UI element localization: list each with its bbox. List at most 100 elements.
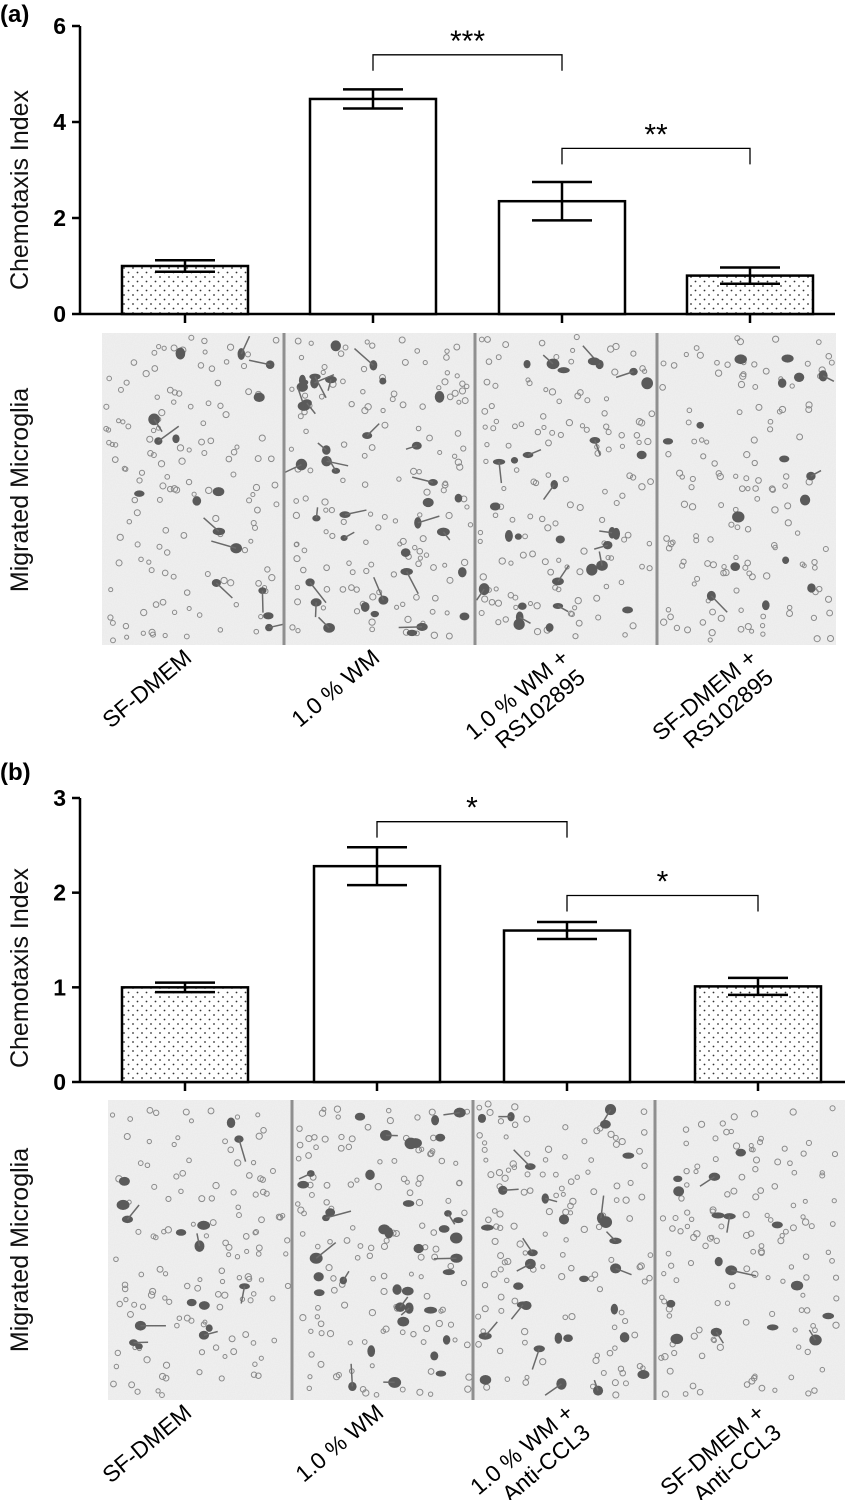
pore (131, 496, 139, 504)
pore (759, 623, 766, 629)
pore (223, 359, 230, 365)
pore (626, 472, 634, 480)
microglia-cell (666, 1299, 676, 1308)
pore (581, 1138, 588, 1145)
pore (369, 593, 377, 601)
pore (693, 345, 700, 351)
pore (743, 1381, 751, 1388)
pore (509, 1160, 517, 1168)
significance-bracket (561, 147, 751, 165)
pore (710, 1336, 717, 1343)
pore (541, 558, 549, 566)
pore (461, 397, 469, 405)
pore (415, 1198, 424, 1207)
microglia-cell (313, 1289, 325, 1297)
microglia-process (557, 565, 570, 582)
pore (666, 1367, 674, 1375)
pore (446, 393, 454, 401)
microglia-process (731, 1269, 757, 1277)
pore (568, 1264, 575, 1272)
pore (505, 1167, 512, 1173)
pore (109, 619, 116, 626)
pore (429, 608, 436, 615)
microglia-cell (413, 1243, 424, 1254)
pore (539, 515, 546, 523)
microglia-process (593, 1379, 599, 1391)
pore (556, 557, 562, 563)
pore (162, 526, 170, 534)
pore (451, 389, 459, 397)
pore (504, 1257, 512, 1266)
microglia-process (306, 402, 316, 415)
pore (354, 1177, 360, 1183)
pore (150, 1233, 157, 1240)
pore (805, 401, 813, 409)
pore (151, 365, 159, 372)
pore (544, 524, 552, 532)
microglia-cell (404, 1137, 418, 1150)
microglia-cell (134, 490, 145, 497)
pore (683, 351, 689, 358)
pore (693, 533, 700, 539)
pore (750, 436, 758, 444)
pore (170, 573, 177, 580)
pore (707, 637, 713, 643)
pore (494, 599, 503, 607)
pore (676, 469, 684, 477)
pore (138, 556, 144, 563)
pore (158, 1372, 167, 1381)
panel-label: (a) (0, 1, 29, 28)
pore (392, 1229, 400, 1238)
pore (106, 439, 112, 446)
microglia-cell (766, 1324, 779, 1331)
pore (749, 628, 755, 634)
pore (519, 551, 527, 559)
pore (593, 594, 601, 602)
pore (318, 393, 325, 400)
microglia-cell (518, 602, 527, 610)
pore (190, 1221, 196, 1227)
microglia-cell (714, 1256, 723, 1267)
pore (747, 1230, 755, 1237)
pore (553, 1171, 559, 1178)
pore (315, 1243, 321, 1250)
microglia-cell (735, 1148, 747, 1157)
pore (321, 364, 328, 371)
pore (149, 1287, 157, 1296)
pore (626, 1215, 634, 1222)
pore (230, 448, 238, 456)
pore (323, 1181, 331, 1189)
pore (717, 614, 725, 622)
pore (222, 1239, 229, 1247)
pore (380, 1242, 389, 1251)
pore (781, 1145, 788, 1152)
pore (714, 359, 720, 366)
pore (222, 1138, 229, 1145)
pore (724, 1191, 731, 1198)
microglia-process (211, 540, 237, 549)
pore (242, 1233, 250, 1240)
pore (369, 342, 376, 349)
pore (198, 438, 205, 446)
pore (552, 520, 559, 527)
pore (423, 1292, 431, 1300)
pore (782, 483, 788, 489)
pore (696, 351, 704, 359)
pore (417, 1253, 425, 1261)
pore (297, 1206, 305, 1214)
microglia-cell (431, 1115, 440, 1126)
pore (246, 497, 253, 504)
pore (143, 1356, 151, 1364)
pore (218, 1267, 226, 1275)
pore (252, 524, 259, 531)
microglia-cell (435, 1133, 446, 1142)
microglia-cell (558, 1214, 570, 1225)
pore (410, 1330, 417, 1338)
microglia-cell (397, 1316, 410, 1327)
pore (417, 555, 423, 561)
microglia-cell (790, 1280, 804, 1291)
microglia-cell (641, 377, 654, 390)
pore (730, 1187, 738, 1195)
microglia-cell (710, 1327, 722, 1337)
microglia-process (594, 440, 601, 456)
